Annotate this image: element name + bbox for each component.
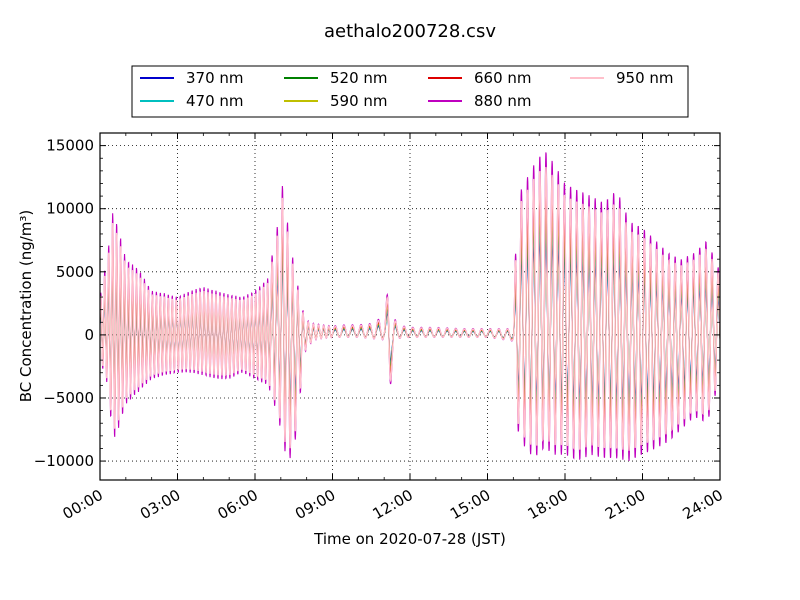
y-tick-label: −10000 [34,452,94,470]
y-tick-label: −5000 [43,389,94,407]
legend-label: 470 nm [186,92,244,110]
legend-label: 590 nm [330,92,388,110]
legend-label: 660 nm [474,69,532,87]
series-line-950-nm [100,166,720,451]
legend-label: 950 nm [616,69,674,87]
legend: 370 nm 470 nm 520 nm 590 nm 660 nm 880 nm 950 … [131,65,689,118]
chart-title: aethalo200728.csv [324,21,496,42]
x-axis-label: Time on 2020-07-28 (JST) [313,530,506,548]
y-tick-label: 15000 [46,137,94,155]
y-tick-label: 5000 [56,263,94,281]
y-tick-label: 10000 [46,200,94,218]
legend-label: 370 nm [186,69,244,87]
y-axis-label: BC Concentration (ng/m³) [17,210,35,403]
series-layer [100,152,720,461]
legend-box [131,65,689,118]
legend-label: 880 nm [474,92,532,110]
y-tick-label: 0 [84,326,94,344]
legend-label: 520 nm [330,69,388,87]
